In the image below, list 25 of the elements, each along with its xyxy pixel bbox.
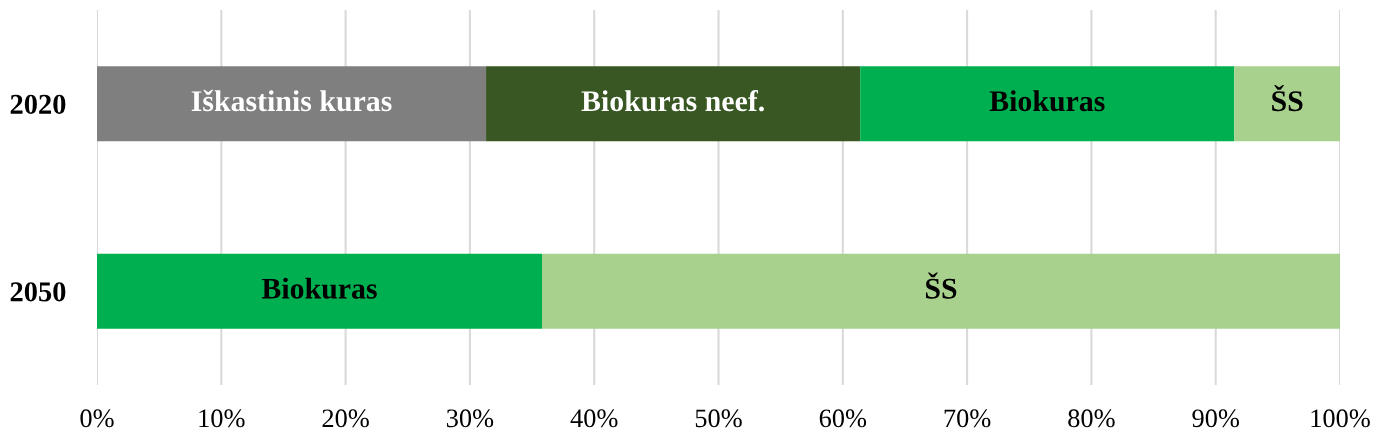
x-tick-label: 60% xyxy=(819,409,867,428)
series-label: Iškastinis kuras xyxy=(191,89,392,112)
x-tick-label: 50% xyxy=(695,409,742,428)
bar xyxy=(486,66,861,142)
x-tick-label: 70% xyxy=(944,409,991,428)
y-tick-label: 2020 xyxy=(10,94,66,114)
text: ŠS xyxy=(925,272,957,299)
bar xyxy=(860,66,1235,142)
series-label: Biokuras xyxy=(261,277,377,299)
series-label: ŠS xyxy=(1272,85,1303,112)
x-tick-label: 10% xyxy=(199,409,245,428)
x-tick-label: 0% xyxy=(80,409,114,428)
text: Biokuras xyxy=(989,90,1105,112)
x-tick-label: 30% xyxy=(446,409,494,428)
x-tick-label: 40% xyxy=(570,409,618,428)
y-tick-label: 2050 xyxy=(10,282,66,302)
bar xyxy=(541,253,1340,329)
x-tick-label: 90% xyxy=(1192,409,1239,428)
bar xyxy=(97,253,542,329)
bar xyxy=(97,66,487,142)
series-label: Biokuras neef. xyxy=(581,89,764,112)
bar xyxy=(1234,66,1340,142)
x-tick-label: 100% xyxy=(1311,409,1370,428)
x-tick-label: 20% xyxy=(322,409,369,428)
x-tick-label: 80% xyxy=(1068,409,1115,428)
